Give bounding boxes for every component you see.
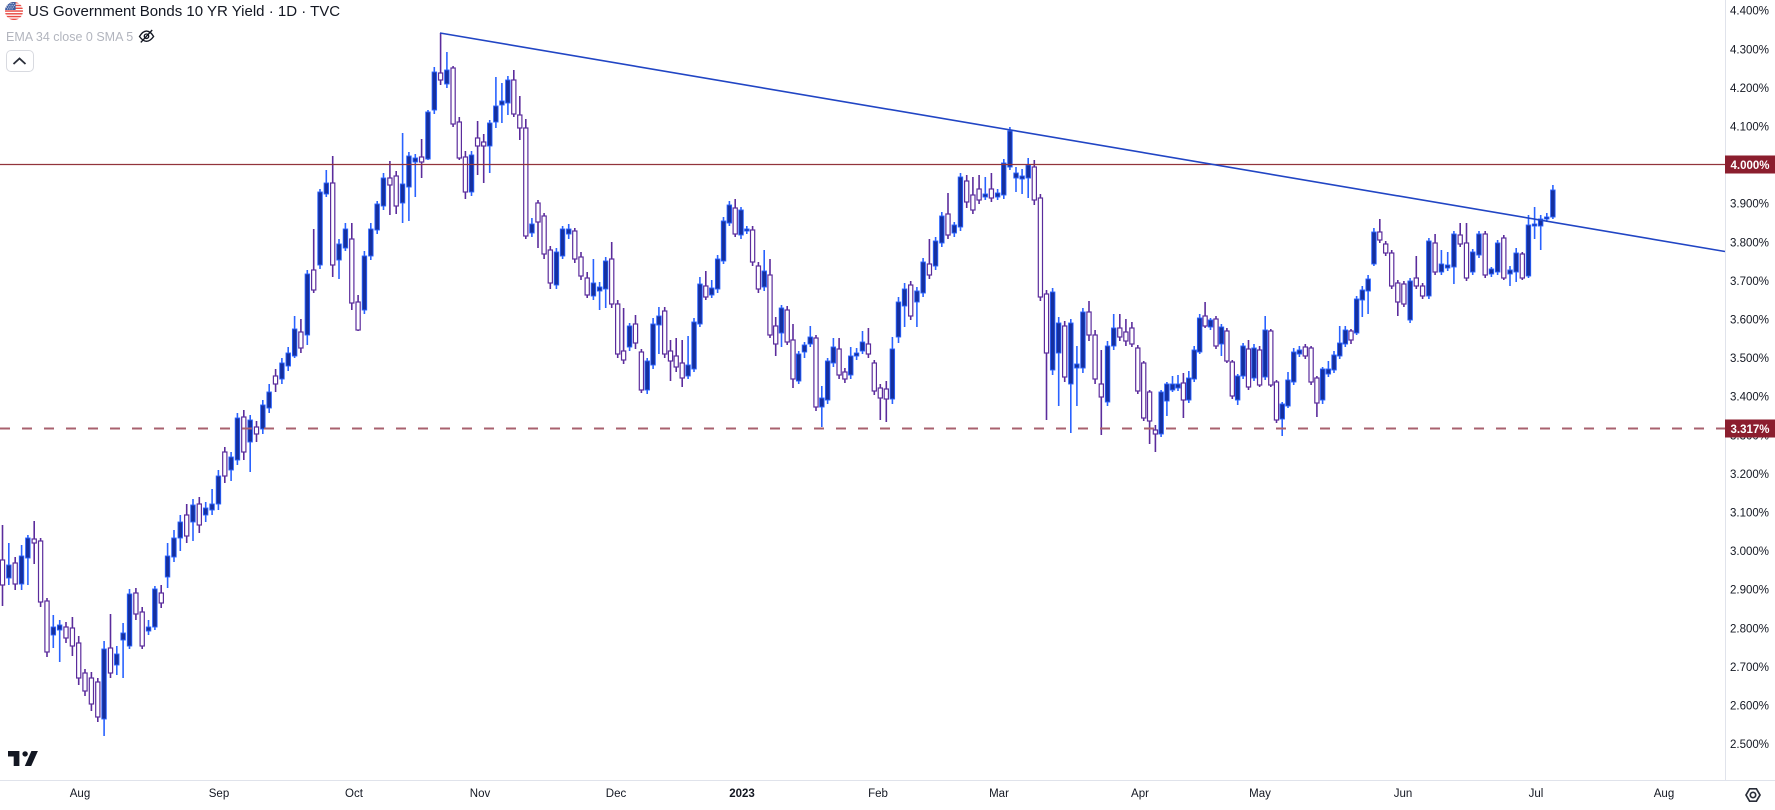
svg-text:2.600%: 2.600% [1730,701,1769,713]
svg-text:3.800%: 3.800% [1730,237,1769,249]
svg-text:4.400%: 4.400% [1730,6,1769,18]
svg-text:3.700%: 3.700% [1730,276,1769,288]
svg-text:2023: 2023 [729,788,755,800]
svg-text:Nov: Nov [470,788,491,800]
svg-text:4.100%: 4.100% [1730,122,1769,134]
svg-text:Jul: Jul [1529,788,1544,800]
svg-text:Feb: Feb [868,788,888,800]
svg-text:Oct: Oct [345,788,364,800]
svg-text:Aug: Aug [70,788,90,800]
svg-text:Sep: Sep [209,788,229,800]
svg-text:3.400%: 3.400% [1730,392,1769,404]
svg-text:Dec: Dec [606,788,627,800]
svg-text:Mar: Mar [989,788,1009,800]
svg-text:Jun: Jun [1394,788,1413,800]
svg-text:2.500%: 2.500% [1730,739,1769,751]
svg-text:3.500%: 3.500% [1730,353,1769,365]
svg-text:Aug: Aug [1654,788,1674,800]
svg-text:3.200%: 3.200% [1730,469,1769,481]
svg-text:2.900%: 2.900% [1730,585,1769,597]
svg-text:4.000%: 4.000% [1730,160,1769,172]
svg-text:3.100%: 3.100% [1730,508,1769,520]
svg-text:May: May [1249,788,1271,800]
svg-text:4.300%: 4.300% [1730,44,1769,56]
svg-text:3.900%: 3.900% [1730,199,1769,211]
svg-text:2.700%: 2.700% [1730,662,1769,674]
svg-text:3.000%: 3.000% [1730,546,1769,558]
svg-text:Apr: Apr [1131,788,1149,800]
svg-text:3.317%: 3.317% [1730,424,1769,436]
svg-text:2.800%: 2.800% [1730,623,1769,635]
svg-text:4.200%: 4.200% [1730,83,1769,95]
svg-text:3.600%: 3.600% [1730,315,1769,327]
